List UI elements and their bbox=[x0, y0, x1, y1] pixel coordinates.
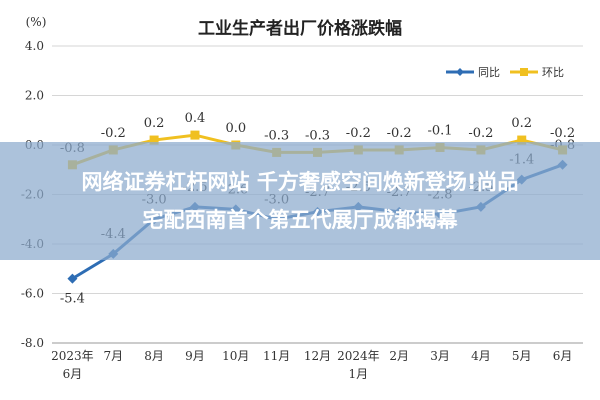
y-tick-label: 4.0 bbox=[25, 39, 44, 53]
banner-line-2: 宅配西南首个第五代展厅成都揭幕 bbox=[142, 208, 458, 232]
data-label: 0.0 bbox=[225, 121, 246, 136]
data-label: -0.2 bbox=[468, 126, 493, 141]
x-tick-label: 2024年 1月 bbox=[337, 349, 380, 381]
data-label: -0.1 bbox=[427, 123, 452, 138]
chart-title: 工业生产者出厂价格涨跌幅 bbox=[198, 18, 402, 39]
data-label: -5.4 bbox=[60, 292, 85, 307]
x-axis-ticks: 2023年 6月 7月 8月 9月 10月 11月 12月 2024年 1月 2月 3月 4月 5月 6月 bbox=[51, 349, 572, 381]
data-label: 0.2 bbox=[144, 116, 165, 131]
data-label: -0.3 bbox=[305, 128, 330, 143]
data-point bbox=[149, 135, 159, 145]
y-tick-label: -8.0 bbox=[21, 336, 44, 350]
data-point bbox=[67, 273, 78, 284]
data-label: -0.2 bbox=[550, 126, 575, 141]
x-tick-label: 10月 bbox=[222, 349, 249, 363]
legend: 同比 环比 bbox=[446, 66, 564, 79]
data-point bbox=[517, 135, 527, 145]
x-tick-label: 4月 bbox=[471, 349, 491, 363]
legend-label: 同比 bbox=[478, 66, 500, 79]
x-tick-label: 11月 bbox=[263, 349, 290, 363]
x-tick-label: 5月 bbox=[512, 349, 532, 363]
y-tick-label: -6.0 bbox=[21, 287, 44, 301]
x-tick-label: 2月 bbox=[389, 349, 409, 363]
data-label: -0.3 bbox=[264, 128, 289, 143]
x-tick-label: 2023年 6月 bbox=[51, 349, 94, 381]
data-label: -0.2 bbox=[387, 126, 412, 141]
data-label: 0.2 bbox=[511, 116, 532, 131]
x-tick-label: 9月 bbox=[185, 349, 205, 363]
data-point bbox=[190, 130, 200, 140]
banner-line-1: 网络证券杠杆网站 千方奢感空间焕新登场!尚品 bbox=[81, 170, 519, 194]
x-tick-label: 7月 bbox=[103, 349, 123, 363]
data-label: -0.2 bbox=[346, 126, 371, 141]
x-tick-label: 6月 bbox=[553, 349, 573, 363]
legend-label: 环比 bbox=[542, 66, 564, 79]
data-label: 0.4 bbox=[185, 111, 206, 126]
y-tick-label: 2.0 bbox=[25, 89, 44, 103]
x-tick-label: 12月 bbox=[304, 349, 331, 363]
overlay-banner[interactable]: 网络证券杠杆网站 千方奢感空间焕新登场!尚品 宅配西南首个第五代展厅成都揭幕 bbox=[0, 142, 600, 260]
y-axis-unit-label: (%) bbox=[26, 15, 47, 29]
data-label: -0.2 bbox=[101, 126, 126, 141]
x-tick-label: 3月 bbox=[430, 349, 450, 363]
x-tick-label: 8月 bbox=[144, 349, 164, 363]
